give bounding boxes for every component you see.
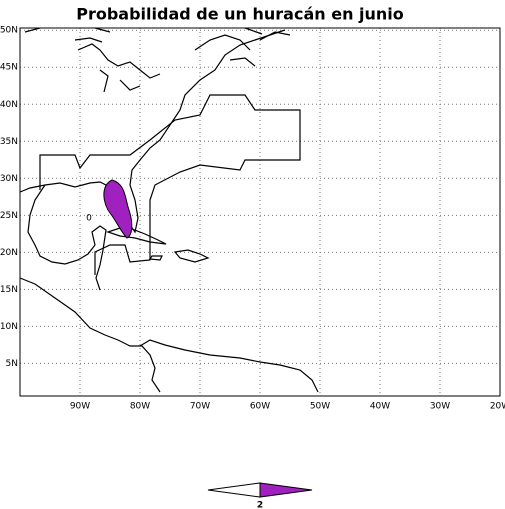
lat-tick-label: 30N [0,174,18,184]
map-title: Probabilidad de un huracán en junio [76,5,404,24]
jamaica [148,255,163,261]
coastline [19,29,286,234]
colorbar-segment [259,482,313,498]
region-outline [39,94,301,275]
coastline [139,339,319,393]
coastlines [19,27,319,393]
lon-tick-label: 90W [70,402,90,412]
lat-tick-label: 40N [0,100,18,110]
lat-tick-label: 10N [0,322,18,332]
north-coast [24,27,263,35]
contour-label: 0 [86,214,92,224]
probability-area [103,179,133,239]
lon-tick-label: 20W [490,402,505,412]
lat-tick-label: 5N [6,359,18,369]
lat-tick-label: 15N [0,285,18,295]
lon-tick-label: 70W [190,402,210,412]
great-lakes [74,37,161,93]
maritimes [194,31,291,67]
lon-tick-label: 30W [430,402,450,412]
lat-tick-label: 35N [0,137,18,147]
colorbar-label: 2 [257,501,263,509]
lon-tick-label: 50W [310,402,330,412]
lat-tick-label: 25N [0,211,18,221]
colorbar [207,482,313,498]
coastline [19,277,161,393]
colorbar-segment [207,482,261,498]
lat-tick-label: 50N [0,26,18,36]
lat-tick-label: 20N [0,248,18,258]
map-frame [19,27,501,397]
lon-tick-label: 60W [250,402,270,412]
lon-tick-label: 40W [370,402,390,412]
cuba [106,227,167,245]
coastline [27,184,107,291]
lon-tick-label: 80W [130,402,150,412]
lat-tick-label: 45N [0,63,18,73]
hispaniola [173,249,210,263]
